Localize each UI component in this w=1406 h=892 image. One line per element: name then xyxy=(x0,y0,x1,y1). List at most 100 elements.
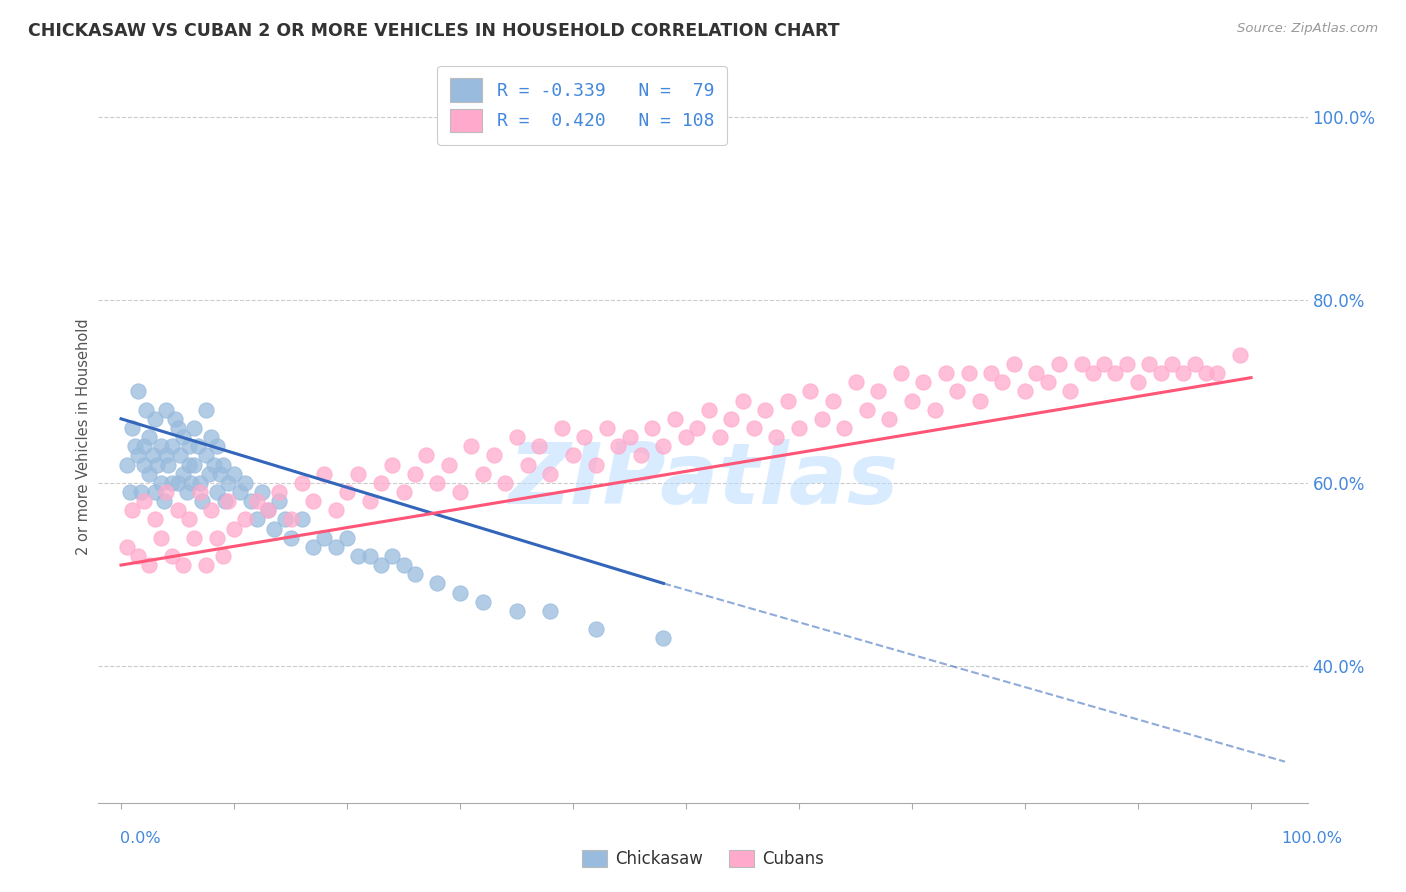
Point xyxy=(619,430,641,444)
Point xyxy=(233,512,256,526)
Point xyxy=(415,449,437,463)
Point xyxy=(172,430,194,444)
Point xyxy=(211,549,233,563)
Point xyxy=(269,485,291,500)
Point xyxy=(157,458,180,472)
Point xyxy=(935,366,957,380)
Point xyxy=(257,503,280,517)
Point xyxy=(177,458,200,472)
Point xyxy=(1229,348,1251,362)
Point xyxy=(460,439,482,453)
Point xyxy=(217,475,239,490)
Legend: Chickasaw, Cubans: Chickasaw, Cubans xyxy=(575,843,831,875)
Point xyxy=(209,467,232,481)
Point xyxy=(1014,384,1036,399)
Point xyxy=(280,512,302,526)
Point xyxy=(132,439,155,453)
Point xyxy=(347,549,370,563)
Point xyxy=(1195,366,1218,380)
Point xyxy=(200,503,222,517)
Point xyxy=(155,402,177,417)
Point xyxy=(143,512,166,526)
Point xyxy=(1092,357,1115,371)
Point xyxy=(336,531,359,545)
Point xyxy=(146,458,169,472)
Point xyxy=(291,475,314,490)
Point xyxy=(183,458,205,472)
Point xyxy=(183,421,205,435)
Point xyxy=(392,485,415,500)
Point xyxy=(562,449,585,463)
Point xyxy=(121,503,143,517)
Point xyxy=(596,421,619,435)
Point xyxy=(222,521,245,535)
Y-axis label: 2 or more Vehicles in Household: 2 or more Vehicles in Household xyxy=(76,318,91,556)
Point xyxy=(437,458,460,472)
Point xyxy=(240,494,263,508)
Point xyxy=(471,595,494,609)
Point xyxy=(505,604,527,618)
Point xyxy=(370,475,392,490)
Point xyxy=(980,366,1002,380)
Text: Source: ZipAtlas.com: Source: ZipAtlas.com xyxy=(1237,22,1378,36)
Point xyxy=(149,531,172,545)
Point xyxy=(246,512,269,526)
Point xyxy=(799,384,821,399)
Point xyxy=(482,449,505,463)
Point xyxy=(1025,366,1047,380)
Point xyxy=(821,393,844,408)
Point xyxy=(138,430,160,444)
Point xyxy=(302,540,325,554)
Point xyxy=(404,567,426,582)
Point xyxy=(901,393,924,408)
Point xyxy=(675,430,697,444)
Point xyxy=(845,376,868,390)
Point xyxy=(787,421,810,435)
Point xyxy=(194,449,217,463)
Point xyxy=(912,376,935,390)
Point xyxy=(471,467,494,481)
Point xyxy=(121,421,143,435)
Point xyxy=(426,576,449,591)
Point xyxy=(742,421,765,435)
Point xyxy=(709,430,731,444)
Point xyxy=(426,475,449,490)
Point xyxy=(314,467,336,481)
Point xyxy=(1059,384,1081,399)
Point xyxy=(720,411,742,425)
Point xyxy=(198,467,221,481)
Point xyxy=(138,558,160,573)
Point xyxy=(149,475,172,490)
Point xyxy=(1104,366,1126,380)
Point xyxy=(347,467,370,481)
Point xyxy=(194,558,217,573)
Point xyxy=(155,449,177,463)
Point xyxy=(217,494,239,508)
Point xyxy=(191,494,214,508)
Point xyxy=(538,604,561,618)
Point xyxy=(1161,357,1184,371)
Point xyxy=(630,449,652,463)
Point xyxy=(868,384,890,399)
Point xyxy=(924,402,946,417)
Point xyxy=(205,485,228,500)
Text: 100.0%: 100.0% xyxy=(1282,831,1343,847)
Point xyxy=(176,485,198,500)
Point xyxy=(832,421,855,435)
Point xyxy=(879,411,901,425)
Point xyxy=(957,366,980,380)
Point xyxy=(115,458,138,472)
Point xyxy=(291,512,314,526)
Point xyxy=(607,439,630,453)
Point xyxy=(359,549,381,563)
Point xyxy=(127,384,149,399)
Point xyxy=(946,384,969,399)
Point xyxy=(132,494,155,508)
Point xyxy=(381,549,404,563)
Point xyxy=(205,439,228,453)
Point xyxy=(188,485,211,500)
Point xyxy=(1081,366,1104,380)
Point xyxy=(142,449,165,463)
Point xyxy=(754,402,776,417)
Point xyxy=(538,467,561,481)
